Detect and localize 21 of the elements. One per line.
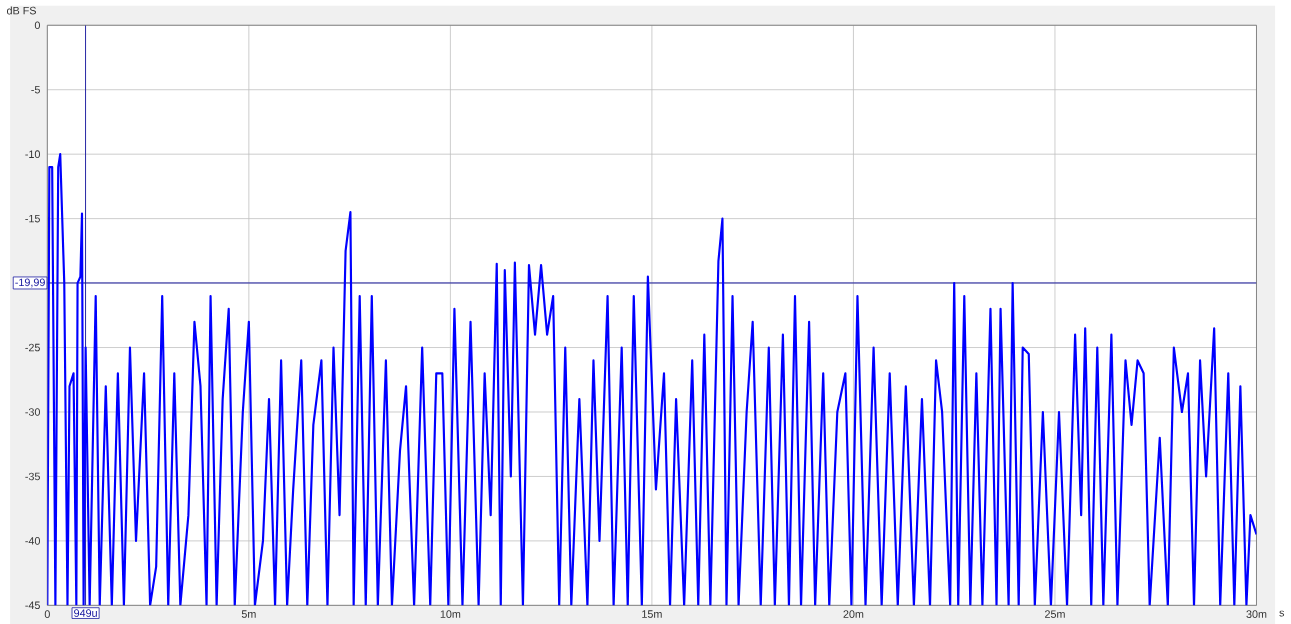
x-axis-title: s — [1279, 610, 1285, 617]
y-tick-label: -25 — [25, 343, 40, 352]
y-tick-label: -35 — [25, 472, 40, 481]
y-tick-label: -5 — [31, 85, 40, 94]
y-tick-label: -10 — [25, 150, 40, 158]
y-tick-label: -45 — [25, 601, 40, 609]
ref-line-label: 949u — [74, 609, 97, 617]
x-tick-label: 25m — [1045, 610, 1065, 618]
x-tick-label: 15m — [642, 610, 662, 618]
x-tick-label: 5m — [241, 610, 256, 618]
line-series — [47, 152, 1257, 606]
y-tick-label: -40 — [25, 536, 40, 545]
x-tick-label: 30m — [1246, 610, 1267, 618]
x-tick-label: 0 — [44, 610, 50, 618]
y-tick-label: -30 — [25, 407, 40, 416]
y-tick-label: 0 — [34, 21, 40, 29]
y-tick-label: -15 — [25, 214, 40, 223]
x-tick-label: 10m — [440, 610, 461, 618]
ref-line-label: -19,99 — [15, 278, 45, 288]
y-axis-title: dB FS — [7, 6, 36, 15]
x-tick-label: 20m — [843, 610, 864, 618]
